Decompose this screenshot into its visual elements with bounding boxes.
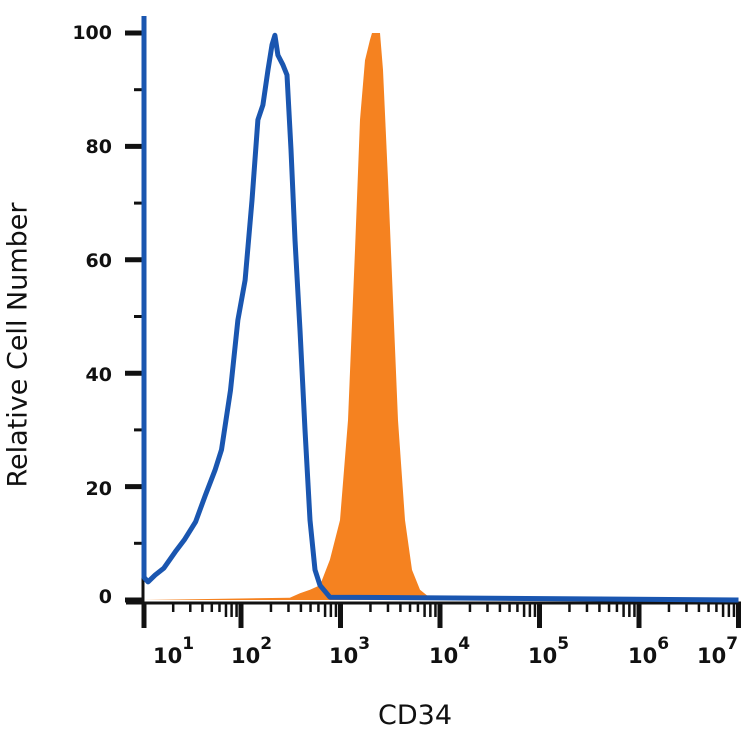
x-tick-label: 103: [329, 634, 371, 668]
x-tick-label: 101: [153, 634, 195, 668]
y-tick-label: 60: [85, 250, 112, 272]
x-tick-label: 107: [697, 634, 739, 668]
y-axis-title: Relative Cell Number: [2, 202, 34, 488]
x-tick-label: 102: [231, 634, 273, 668]
y-tick-label: 0: [98, 586, 112, 608]
y-tick-label: 40: [85, 364, 112, 386]
outline-histogram: [141, 16, 739, 603]
y-tick-label: 100: [72, 22, 112, 44]
x-axis-title: CD34: [378, 700, 452, 731]
x-tick-label: 105: [528, 634, 570, 668]
x-tick-label: 104: [429, 634, 471, 668]
filled-histogram: [144, 33, 440, 600]
y-tick-label: 20: [85, 478, 112, 500]
x-tick-label: 106: [628, 634, 670, 668]
y-tick-label: 80: [85, 136, 112, 158]
